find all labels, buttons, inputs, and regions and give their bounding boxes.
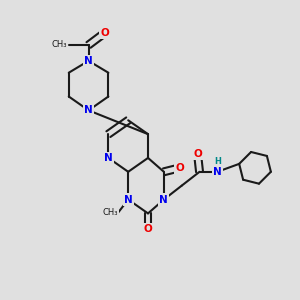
Text: N: N	[124, 194, 133, 205]
Text: CH₃: CH₃	[51, 40, 67, 50]
Text: N: N	[84, 105, 93, 116]
Text: N: N	[160, 194, 168, 205]
Text: CH₃: CH₃	[103, 208, 118, 217]
Text: N: N	[213, 167, 222, 177]
Text: H: H	[214, 158, 221, 166]
Text: O: O	[100, 28, 109, 38]
Text: N: N	[104, 153, 113, 163]
Text: O: O	[193, 149, 202, 159]
Text: O: O	[175, 163, 184, 173]
Text: N: N	[84, 56, 93, 66]
Text: O: O	[144, 224, 152, 234]
